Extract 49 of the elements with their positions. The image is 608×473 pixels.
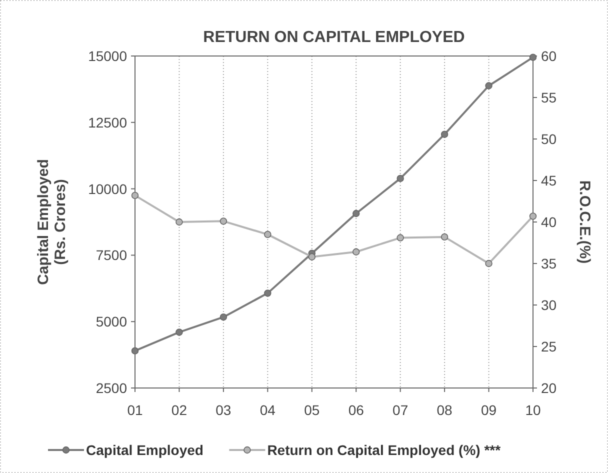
point [352,210,360,218]
point [131,192,139,200]
x-tick-label: 03 [216,402,232,418]
point [440,130,448,138]
y-tick-label: 7500 [96,247,128,264]
point [131,347,139,354]
y-axis-title: Capital Employed (Rs. Crores) [35,159,69,285]
point [308,253,316,260]
y2-axis-title: R.O.C.E.(%) [576,180,593,264]
y2-tick-label: 30 [541,297,557,313]
x-tick-label: 07 [392,402,408,418]
y-tick-label: 2500 [96,380,128,396]
x-tick-label: 09 [480,402,497,418]
y2-tick-label: 60 [541,48,557,64]
point [264,290,272,297]
y2-tick-label: 25 [541,338,557,354]
point [529,54,537,61]
x-tick-label: 05 [304,402,320,418]
point [176,218,183,226]
y2-tick-label: 55 [541,90,557,106]
x-tick-label: 02 [171,402,188,418]
x-tick-label: 04 [260,402,276,418]
y2-tick-label: 35 [541,256,557,272]
legend-label: Return on Capital Employed (%) *** [267,442,502,458]
point [396,174,404,182]
y-tick-label: 15000 [88,48,128,64]
point [396,234,404,242]
point [440,233,448,241]
y2-tick-label: 40 [541,214,557,230]
y-tick-label: 10000 [88,180,128,197]
point [220,313,228,321]
point [529,212,537,220]
point [352,248,360,256]
x-tick-label: 06 [348,402,364,418]
point [485,260,492,268]
x-tick-label: 10 [525,402,541,418]
y-tick-label: 12500 [88,114,128,130]
x-tick-label: 08 [436,402,453,418]
legend-label: Capital Employed [86,442,204,458]
y2-tick-label: 50 [541,131,557,147]
y-tick-label: 5000 [96,314,128,330]
point [485,82,492,90]
point [176,328,183,336]
point [264,230,272,238]
point [220,218,228,225]
chart-title: RETURN ON CAPITAL EMPLOYED [203,29,465,46]
y2-tick-label: 20 [541,380,557,396]
x-tick-label: 01 [127,402,143,418]
y2-tick-label: 45 [541,172,557,188]
